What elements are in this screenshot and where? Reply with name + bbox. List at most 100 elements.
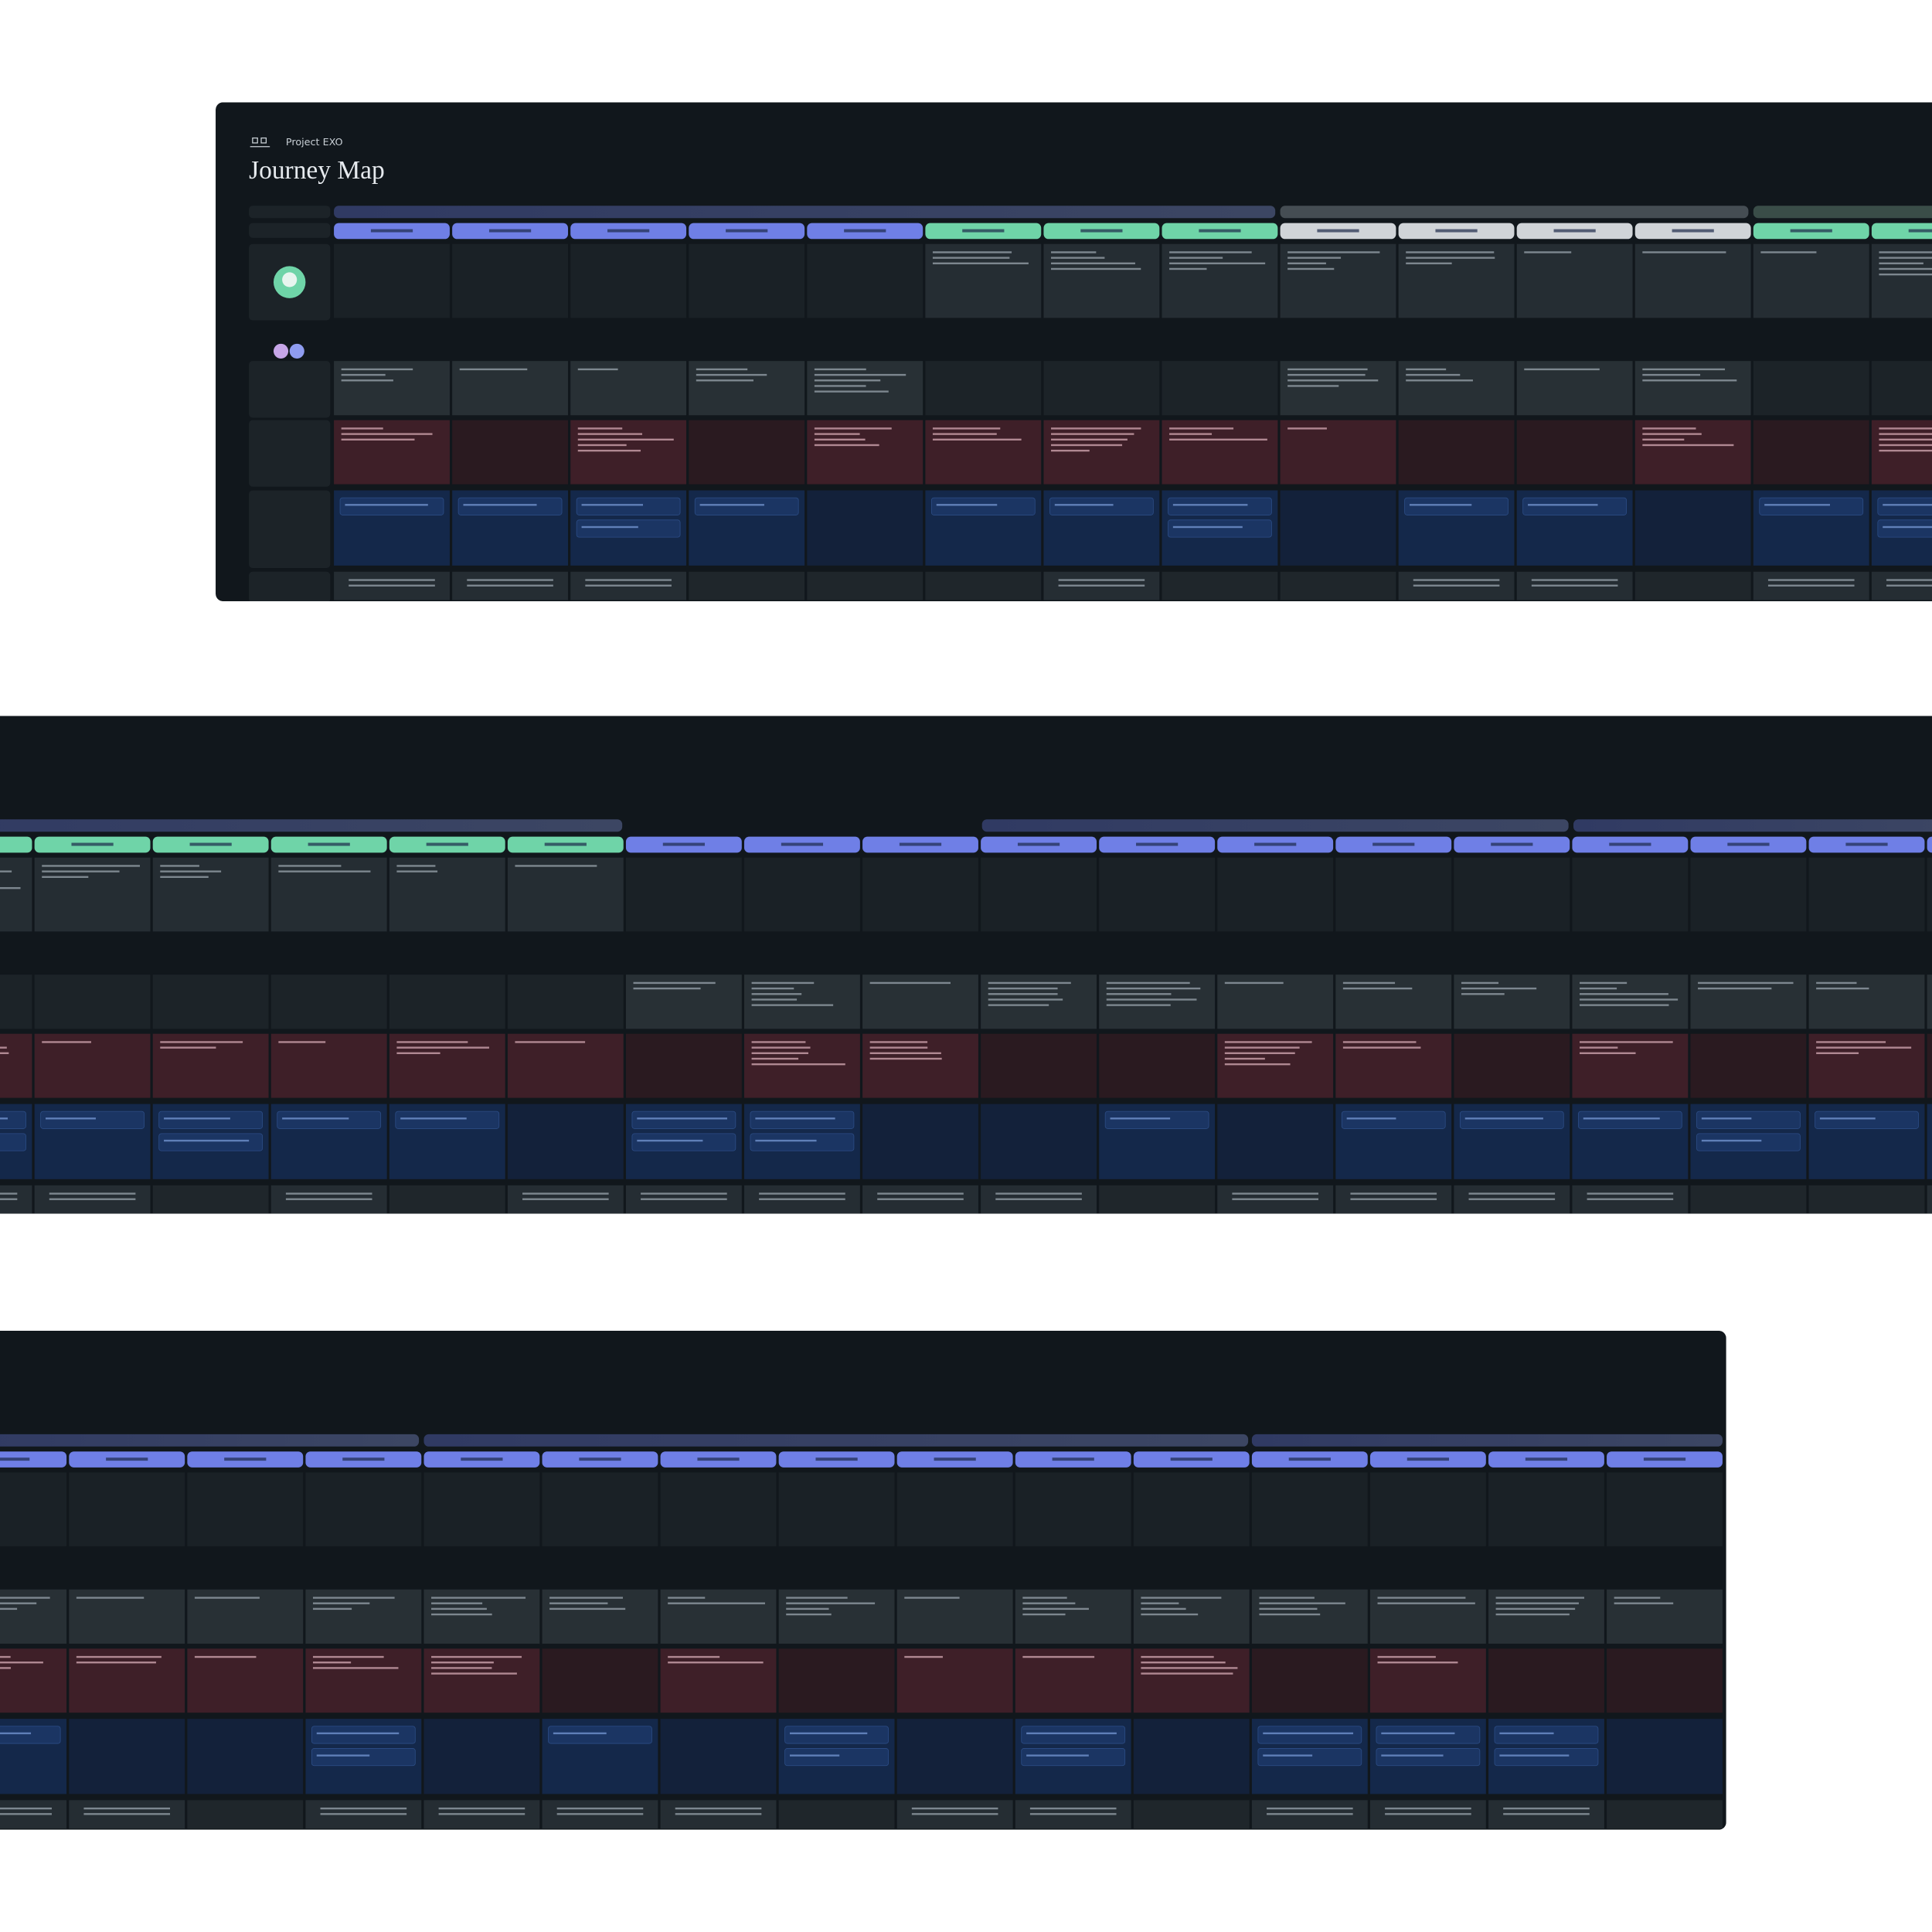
text-line <box>932 262 1029 264</box>
text-line <box>1381 1732 1455 1735</box>
text-line <box>699 504 764 506</box>
cell <box>1927 857 1932 932</box>
cell <box>1162 243 1278 318</box>
note-card <box>277 1111 382 1129</box>
text-line <box>759 1192 845 1195</box>
text-line <box>76 1597 145 1599</box>
cell <box>452 243 569 318</box>
text-line <box>577 444 627 447</box>
note-card <box>1522 497 1627 515</box>
cell <box>1133 1719 1250 1794</box>
cell <box>334 420 450 485</box>
cell <box>270 857 387 932</box>
text-line <box>1224 981 1284 985</box>
text-line <box>581 504 643 506</box>
text-line <box>1642 438 1685 440</box>
cell <box>896 1648 1013 1713</box>
text-line <box>1377 1662 1458 1664</box>
cell <box>423 1719 540 1794</box>
cell <box>981 1033 1097 1098</box>
text-line <box>1883 526 1932 529</box>
text-line <box>936 504 998 506</box>
note-card <box>930 497 1036 515</box>
header-text <box>1254 842 1297 846</box>
text-line <box>1413 579 1500 581</box>
text-line <box>1172 526 1243 529</box>
text-line <box>1169 267 1207 270</box>
cell <box>1488 1472 1604 1546</box>
header-text <box>461 1458 503 1461</box>
cell <box>1808 857 1925 932</box>
text-line <box>577 449 641 452</box>
text-line <box>988 998 1063 1001</box>
text-line <box>1879 257 1932 259</box>
cell <box>660 1472 777 1546</box>
cell <box>187 1719 304 1794</box>
text-line <box>751 1046 811 1049</box>
cell <box>1634 490 1751 566</box>
text-line <box>1614 1597 1661 1599</box>
text-line <box>1580 1004 1669 1006</box>
text-line <box>515 1041 586 1043</box>
cell <box>625 857 742 932</box>
text-line <box>1587 1198 1674 1200</box>
text-line <box>467 579 553 581</box>
note-card <box>1376 1726 1481 1744</box>
text-line <box>522 1192 609 1195</box>
text-line <box>1106 987 1201 990</box>
text-line <box>1642 379 1737 382</box>
header-text <box>224 1458 267 1461</box>
cell <box>1217 1033 1334 1098</box>
row-label <box>249 223 331 238</box>
text-line <box>431 1672 517 1675</box>
text-line <box>312 1667 399 1669</box>
text-line <box>696 373 767 376</box>
text-line <box>431 1655 522 1658</box>
header-text <box>1052 1458 1094 1461</box>
header-text <box>1136 842 1179 846</box>
text-line <box>0 1655 11 1658</box>
text-line <box>1106 981 1190 985</box>
header-text <box>308 842 350 846</box>
text-line <box>1141 1672 1233 1675</box>
cell <box>1099 1033 1216 1098</box>
note-card <box>0 1111 26 1129</box>
cell <box>1690 1033 1807 1098</box>
stage-bar <box>1280 206 1749 219</box>
text-line <box>1224 1052 1295 1054</box>
text-line <box>1058 579 1145 581</box>
text-line <box>1022 1655 1095 1658</box>
text-line <box>755 1139 817 1142</box>
text-line <box>278 865 342 867</box>
text-line <box>349 579 435 581</box>
header-text <box>1790 229 1832 233</box>
text-line <box>1385 1807 1471 1810</box>
note-card <box>631 1133 736 1151</box>
text-line <box>1287 267 1335 270</box>
text-line <box>49 1198 136 1200</box>
text-line <box>1879 251 1932 253</box>
note-card <box>40 1111 145 1129</box>
cell <box>1162 420 1278 485</box>
column-header <box>0 836 32 853</box>
text-line <box>194 1655 257 1658</box>
note-card <box>1104 1111 1209 1129</box>
note-card <box>339 497 444 515</box>
note-card <box>750 1111 855 1129</box>
text-line <box>320 1807 407 1810</box>
text-line <box>1022 1613 1066 1616</box>
text-line <box>83 1813 171 1815</box>
cell <box>1280 490 1396 566</box>
text-line <box>675 1807 762 1810</box>
note-card <box>311 1748 416 1767</box>
text-line <box>1026 1732 1117 1735</box>
text-line <box>1406 379 1473 382</box>
text-line <box>1029 1807 1117 1810</box>
text-line <box>0 1192 18 1195</box>
text-line <box>1287 368 1368 371</box>
text-line <box>1051 251 1097 253</box>
note-card <box>1049 497 1154 515</box>
text-line <box>1461 981 1499 985</box>
text-line <box>1377 1597 1466 1599</box>
cell <box>507 975 624 1029</box>
